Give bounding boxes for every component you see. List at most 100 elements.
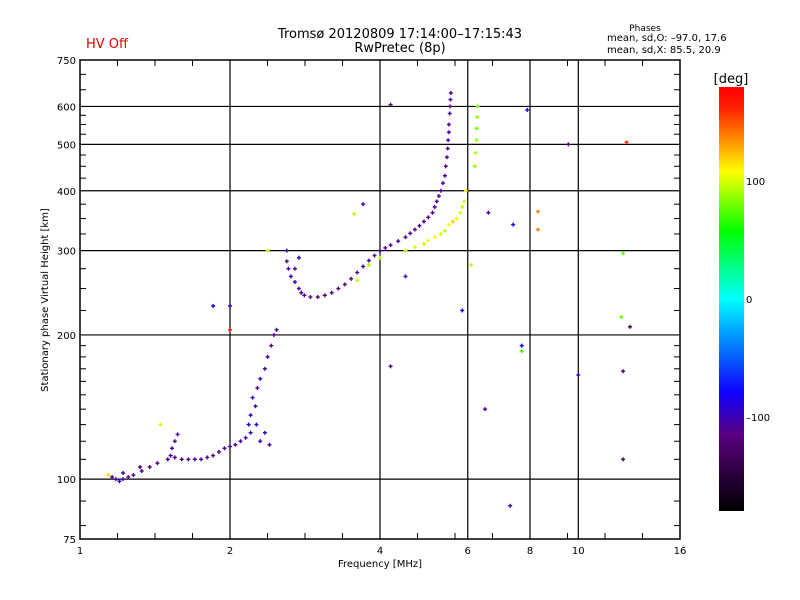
data-point <box>388 102 393 107</box>
data-point <box>458 210 463 215</box>
data-point <box>106 473 111 478</box>
data-point <box>511 222 516 227</box>
data-point <box>315 295 320 300</box>
data-point <box>211 303 216 308</box>
data-point <box>267 442 272 447</box>
data-point <box>233 442 238 447</box>
data-point <box>228 444 232 449</box>
data-point <box>621 369 626 374</box>
data-point <box>378 255 382 260</box>
data-point <box>172 439 177 444</box>
colorbar-tick-label: 0 <box>746 295 752 306</box>
data-point <box>448 104 453 109</box>
data-point <box>383 245 388 250</box>
data-point <box>292 279 297 284</box>
data-point <box>228 327 232 332</box>
y-tick-label: 100 <box>57 475 76 486</box>
data-point <box>355 278 360 283</box>
data-point <box>462 199 467 204</box>
x-tick-label: 8 <box>527 546 533 557</box>
data-point <box>472 164 477 169</box>
data-point <box>432 235 437 240</box>
data-point <box>258 376 263 381</box>
data-point <box>168 453 173 458</box>
tick-labels: 1 2 4 6 8 10 16 75 100 200 300 400 500 600 750 <box>57 56 686 557</box>
data-point <box>525 107 530 112</box>
data-point <box>434 199 439 204</box>
data-point <box>446 222 451 227</box>
data-point <box>216 449 221 454</box>
data-point <box>248 430 253 435</box>
data-point <box>463 188 468 193</box>
data-point <box>255 385 260 390</box>
data-point <box>155 461 160 466</box>
y-tick-label: 400 <box>57 187 76 198</box>
chart-title: Tromsø 20120809 17:14:00–17:15:43 <box>277 27 523 42</box>
data-point <box>566 142 571 147</box>
data-point <box>432 204 437 209</box>
data-point <box>443 164 448 169</box>
x-tick-label: 16 <box>674 546 687 557</box>
data-point <box>366 258 371 263</box>
colorbar-tick-label: 100 <box>746 177 765 188</box>
data-point <box>355 270 360 275</box>
data-point <box>508 503 513 508</box>
data-point <box>474 138 479 143</box>
data-point <box>396 239 401 244</box>
data-point <box>388 243 393 248</box>
data-point <box>253 404 258 409</box>
data-point <box>271 332 276 337</box>
data-point <box>442 173 447 178</box>
data-point <box>246 422 251 427</box>
data-point <box>403 248 408 253</box>
colorbar-tick-label: –100 <box>746 413 770 424</box>
data-point <box>372 253 377 258</box>
data-point <box>450 219 455 224</box>
data-point <box>172 455 177 460</box>
data-point <box>302 293 307 298</box>
y-tick-label: 600 <box>57 102 76 113</box>
data-point <box>444 155 449 160</box>
data-point <box>175 432 180 437</box>
y-tick-label: 75 <box>63 535 76 546</box>
data-point <box>361 264 366 269</box>
data-point <box>284 259 289 264</box>
x-axis-label: Frequency [MHz] <box>338 559 422 570</box>
data-point <box>243 435 248 440</box>
data-points <box>106 90 633 508</box>
data-point <box>417 223 422 228</box>
data-point <box>299 290 304 295</box>
data-point <box>412 245 417 250</box>
y-tick-label: 200 <box>57 331 76 342</box>
y-axis-label: Stationary phase Virtual Height [km] <box>40 208 51 392</box>
grid-lines <box>80 60 680 539</box>
data-point <box>121 471 126 476</box>
data-point <box>460 308 465 313</box>
data-point <box>165 457 170 462</box>
data-point <box>296 255 301 260</box>
data-point <box>621 457 626 462</box>
data-point <box>446 130 451 135</box>
data-point <box>475 115 480 120</box>
data-point <box>322 293 327 298</box>
data-point <box>192 457 197 462</box>
data-point <box>349 276 354 281</box>
data-point <box>284 248 289 253</box>
data-point <box>442 228 447 233</box>
data-point <box>222 446 227 451</box>
data-point <box>265 248 270 253</box>
data-point <box>628 324 633 329</box>
data-point <box>121 477 126 482</box>
data-point <box>199 457 204 462</box>
x-tick-label: 1 <box>77 546 83 557</box>
data-point <box>139 468 144 473</box>
phases-title: Phases <box>629 24 661 34</box>
data-point <box>519 349 524 354</box>
data-point <box>186 457 191 462</box>
data-point <box>131 473 136 478</box>
y-tick-label: 750 <box>57 56 76 67</box>
data-point <box>126 475 131 480</box>
data-point <box>448 90 453 95</box>
colorbar <box>719 87 744 511</box>
